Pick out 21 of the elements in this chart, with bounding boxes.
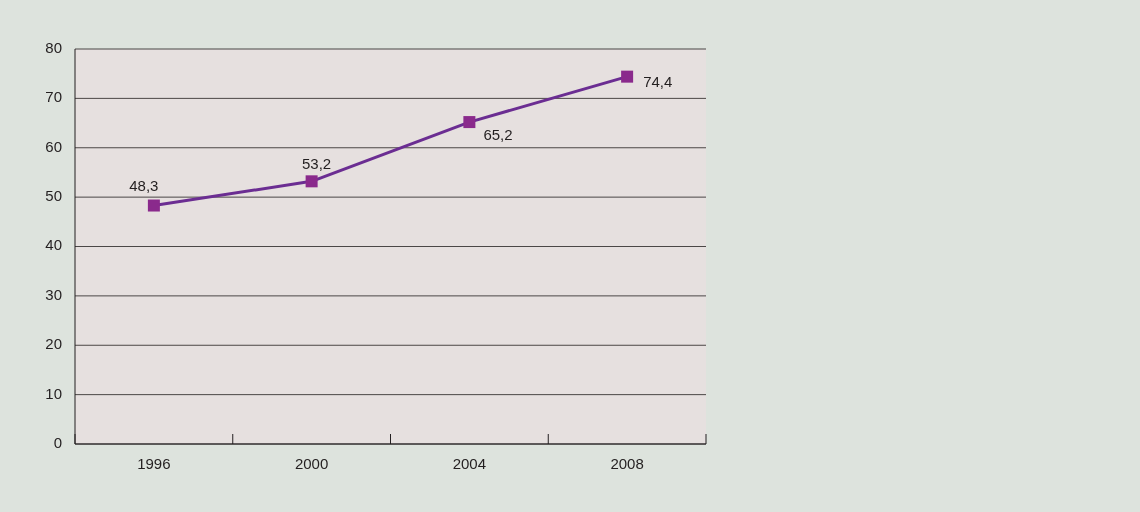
y-tick-label: 20 xyxy=(45,335,62,353)
y-tick-label: 80 xyxy=(45,38,62,56)
data-label: 53,2 xyxy=(302,155,332,173)
x-tick-label: 1996 xyxy=(137,454,171,472)
point xyxy=(147,199,160,212)
data-label: 74,4 xyxy=(643,72,673,90)
y-tick-label: 10 xyxy=(45,384,62,402)
y-tick-label: 0 xyxy=(53,433,62,451)
x-tick-label: 2004 xyxy=(452,454,487,472)
data-label: 65,2 xyxy=(483,126,513,144)
y-tick-label: 30 xyxy=(45,285,62,303)
point xyxy=(305,175,318,188)
data-label: 48,3 xyxy=(129,177,159,195)
y-tick-label: 60 xyxy=(45,137,62,155)
x-tick-label: 2008 xyxy=(610,454,644,472)
point xyxy=(621,70,634,83)
y-tick-label: 40 xyxy=(45,236,62,254)
y-tick-label: 50 xyxy=(45,187,62,205)
y-tick-label: 70 xyxy=(45,88,62,106)
x-tick-label: 2000 xyxy=(294,454,329,472)
point xyxy=(463,116,476,129)
